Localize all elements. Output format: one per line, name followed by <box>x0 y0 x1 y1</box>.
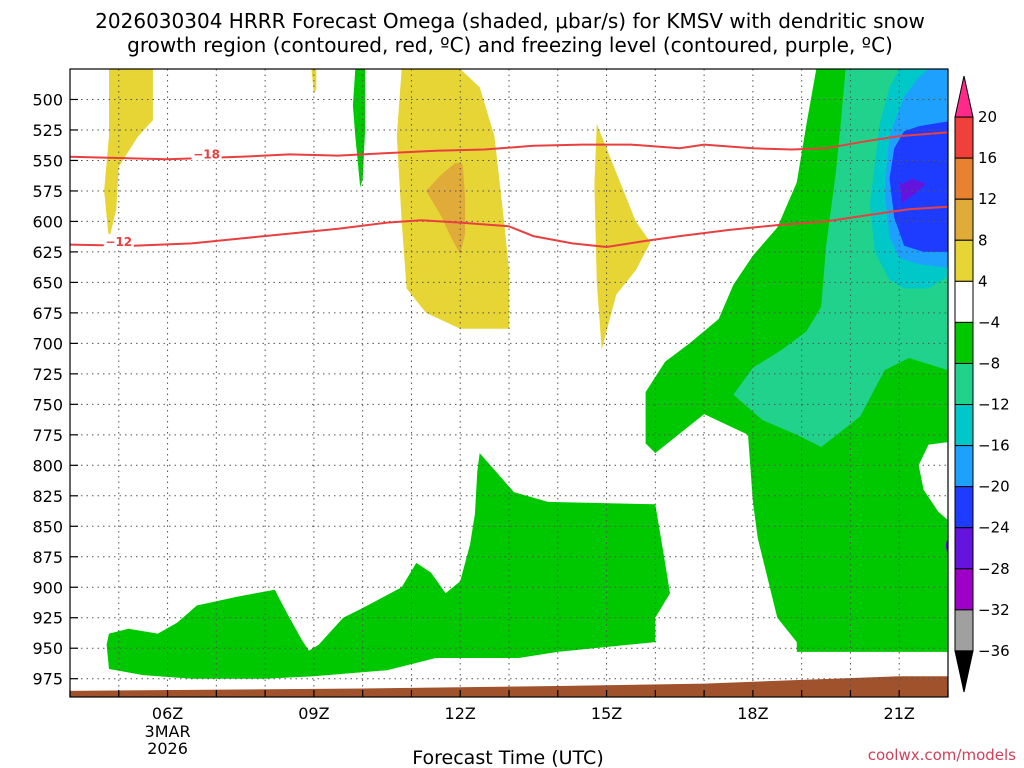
y-tick-label: 750 <box>32 395 63 414</box>
contour-label-bg <box>103 234 134 249</box>
colorbar-swatch <box>954 157 974 200</box>
colorbar-swatch <box>954 568 974 611</box>
x-tick-label: 21Z <box>884 704 915 723</box>
grid-lines <box>69 69 949 697</box>
colorbar-label: −20 <box>978 478 1010 496</box>
omega-region-0 <box>104 69 153 240</box>
y-tick-label: 525 <box>32 121 63 140</box>
x-axis-label: Forecast Time (UTC) <box>412 747 603 768</box>
contour-line-0 <box>70 131 948 161</box>
omega-region-12 <box>918 442 948 521</box>
colorbar-swatch <box>954 321 974 364</box>
x-tick-label: 12Z <box>445 704 476 723</box>
colorbar-label: 20 <box>978 108 997 126</box>
omega-region-4 <box>426 162 466 255</box>
y-tick-label: 500 <box>32 90 63 109</box>
credit-link[interactable]: coolwx.com/models <box>868 746 1016 764</box>
colorbar-label: −24 <box>978 519 1010 537</box>
x-tick-label: 09Z <box>298 704 329 723</box>
x-tick-date: 3MAR <box>145 722 191 741</box>
colorbar-swatch <box>954 445 974 488</box>
y-tick-label: 775 <box>32 426 63 445</box>
y-tick-label: 850 <box>32 517 63 536</box>
colorbar-label: −16 <box>978 437 1010 455</box>
y-tick-label: 825 <box>32 487 63 506</box>
colorbar-swatch <box>954 239 974 282</box>
y-tick-label: 925 <box>32 609 63 628</box>
colorbar-label: −8 <box>978 354 1000 372</box>
colorbar-swatch <box>954 404 974 447</box>
contour-label-bg <box>191 146 222 161</box>
y-tick-label: 650 <box>32 273 63 292</box>
colorbar-swatch <box>954 486 974 529</box>
colorbar-label: −32 <box>978 601 1010 619</box>
contour-label: −12 <box>105 235 132 249</box>
contour-line-1 <box>70 205 948 249</box>
colorbar-swatch <box>954 650 974 693</box>
y-tick-label: 950 <box>32 639 63 658</box>
x-tick-label: 18Z <box>737 704 768 723</box>
y-tick-label: 900 <box>32 578 63 597</box>
colorbar-label: −12 <box>978 396 1010 414</box>
y-tick-label: 550 <box>32 151 63 170</box>
colorbar-label: −36 <box>978 642 1010 660</box>
chart-title-line-1: 2026030304 HRRR Forecast Omega (shaded, … <box>95 9 925 33</box>
x-tick-year: 2026 <box>147 739 188 758</box>
temperature-contours: −18 −12 <box>70 131 948 249</box>
chart-title-line-2: growth region (contoured, red, ºC) and f… <box>127 33 893 57</box>
x-tick-label: 15Z <box>591 704 622 723</box>
colorbar-label: −28 <box>978 560 1010 578</box>
contour-label: −18 <box>193 147 220 161</box>
colorbar-swatch <box>954 198 974 241</box>
y-axis-pressure: 500 525 550 575 600 625 650 675 700 725 750 775 800 8… <box>32 90 78 689</box>
colorbar-label: 8 <box>978 231 988 249</box>
y-tick-label: 800 <box>32 456 63 475</box>
colorbar-label: −4 <box>978 313 1000 331</box>
y-tick-label: 875 <box>32 548 63 567</box>
y-tick-label: 625 <box>32 243 63 262</box>
colorbar-swatch <box>954 609 974 652</box>
colorbar-swatch <box>954 362 974 406</box>
y-tick-label: 575 <box>32 182 63 201</box>
colorbar-swatch <box>954 75 974 118</box>
colorbar-swatch <box>954 280 974 323</box>
y-tick-label: 700 <box>32 334 63 353</box>
y-tick-label: 725 <box>32 365 63 384</box>
y-tick-label: 675 <box>32 304 63 323</box>
colorbar: 20 16 12 8 4 −4 −8 −12 −16 −20 −24 −28 −32 −36 <box>954 75 1010 693</box>
x-tick-label: 06Z <box>152 704 183 723</box>
y-tick-label: 600 <box>32 212 63 231</box>
omega-region-15 <box>70 676 948 697</box>
omega-region-14 <box>106 453 671 679</box>
colorbar-swatch <box>954 527 974 570</box>
y-tick-label: 975 <box>32 670 63 689</box>
colorbar-swatch <box>954 116 974 159</box>
colorbar-label: 12 <box>978 190 997 208</box>
plot-area: −18 −12 <box>69 68 949 698</box>
omega-region-5 <box>594 123 651 350</box>
colorbar-label: 16 <box>978 149 997 167</box>
colorbar-label: 4 <box>978 272 988 290</box>
omega-region-2 <box>352 69 366 188</box>
